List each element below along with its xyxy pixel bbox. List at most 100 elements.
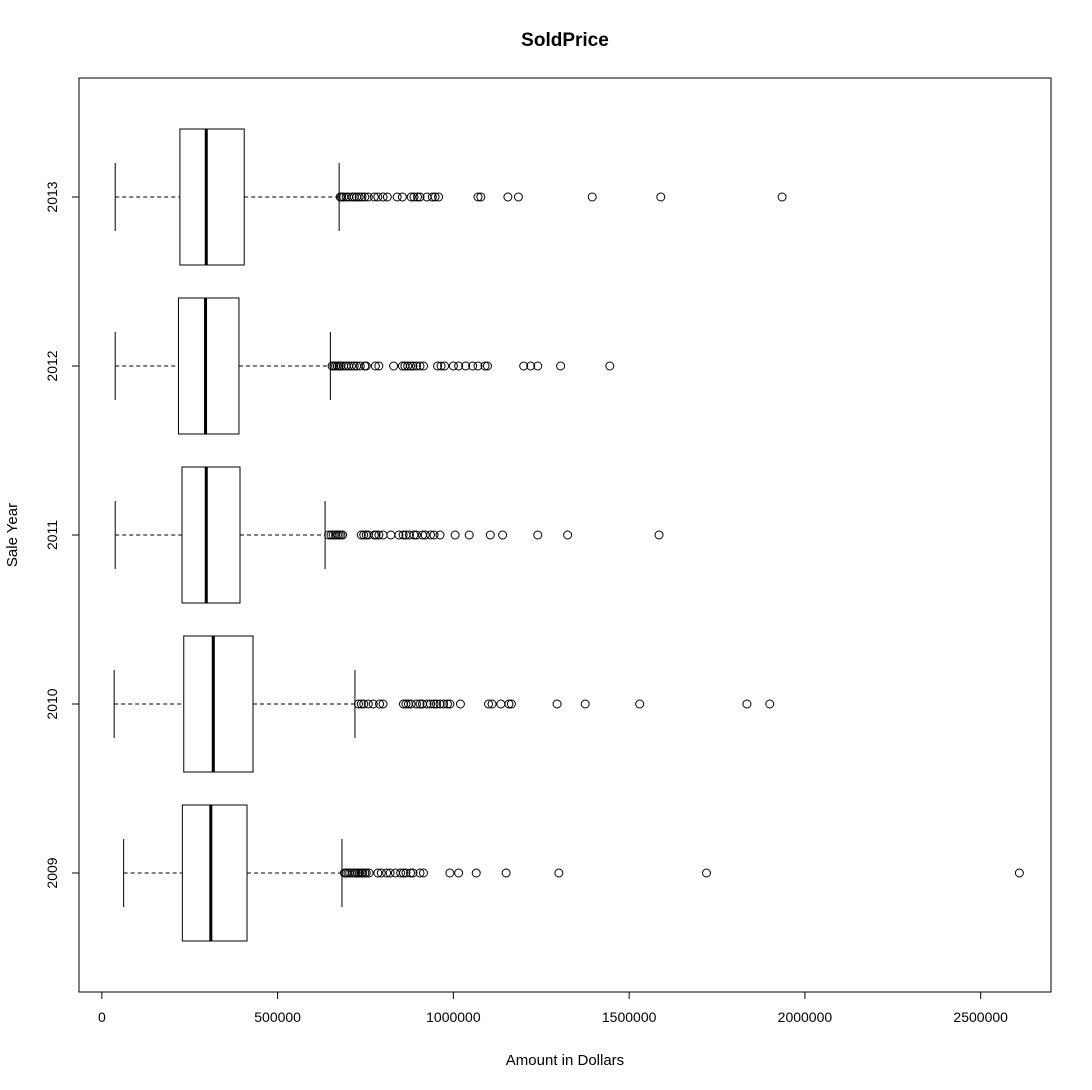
y-axis: 2009 2010 2011 2012 2013 [44, 181, 80, 889]
outlier-point [369, 192, 379, 202]
outlier-point [382, 868, 392, 878]
outlier-point [485, 530, 495, 540]
y-tick-label: 2009 [44, 857, 60, 888]
y-axis-label: Sale Year [4, 503, 21, 567]
box-iqr [179, 128, 245, 266]
outlier-point [413, 192, 423, 202]
outlier-point [1014, 868, 1024, 878]
box-2010 [113, 635, 775, 773]
y-tick-label: 2011 [44, 520, 60, 550]
outlier-point [419, 868, 429, 878]
outlier-point [356, 530, 366, 540]
outlier-point [406, 192, 416, 202]
outlier-point [376, 868, 386, 878]
outlier-point [409, 192, 419, 202]
outlier-point [445, 699, 455, 709]
outlier-point [420, 530, 430, 540]
x-tick-label: 2500000 [953, 1009, 1008, 1025]
outlier-point [487, 699, 497, 709]
outlier-point [635, 699, 645, 709]
outlier-point [506, 699, 516, 709]
outlier-point [556, 361, 566, 371]
outlier-point [482, 361, 492, 371]
outlier-point [504, 699, 514, 709]
outlier-point [563, 530, 573, 540]
outlier-point [552, 699, 562, 709]
outlier-point [385, 868, 395, 878]
outlier-point [349, 361, 359, 371]
outlier-point [398, 530, 408, 540]
outlier-point [435, 699, 445, 709]
outlier-point [439, 699, 449, 709]
outlier-point [356, 699, 366, 709]
outlier-point [401, 699, 411, 709]
outlier-point [442, 699, 452, 709]
outlier-point [415, 361, 425, 371]
outlier-point [338, 530, 348, 540]
y-tick-label: 2010 [44, 688, 60, 719]
x-tick-label: 1000000 [426, 1009, 481, 1025]
outlier-point [440, 361, 450, 371]
outlier-point [415, 192, 425, 202]
outlier-point [498, 530, 508, 540]
outlier-point [373, 868, 383, 878]
outlier-point [426, 699, 436, 709]
outlier-point [408, 361, 418, 371]
outlier-point [419, 361, 429, 371]
outlier-point [533, 361, 543, 371]
outlier-point [454, 868, 464, 878]
x-axis: 0 500000 1000000 1500000 2000000 2500000 [98, 991, 1008, 1025]
outlier-point [371, 530, 381, 540]
outlier-point [580, 699, 590, 709]
outlier-point [554, 868, 564, 878]
chart-title: SoldPrice [521, 30, 609, 51]
outlier-point [358, 868, 368, 878]
outlier-point [430, 192, 440, 202]
outlier-point [382, 192, 392, 202]
outlier-point [742, 699, 752, 709]
outlier-point [363, 699, 373, 709]
box-iqr [181, 466, 241, 604]
outlier-point [360, 192, 370, 202]
x-tick-label: 2000000 [778, 1009, 833, 1025]
y-tick-label: 2012 [44, 350, 60, 381]
outlier-point [389, 361, 399, 371]
outlier-point [359, 530, 369, 540]
outlier-point [429, 699, 439, 709]
outlier-point [351, 868, 361, 878]
outlier-point [476, 192, 486, 202]
outlier-point [765, 699, 775, 709]
outlier-point [378, 699, 388, 709]
outlier-point [392, 192, 402, 202]
boxes-layer [113, 128, 1024, 942]
outlier-point [411, 530, 421, 540]
outlier-point [429, 530, 439, 540]
box-iqr [183, 635, 254, 773]
outlier-point [533, 530, 543, 540]
outlier-point [427, 192, 437, 202]
outlier-point [347, 192, 357, 202]
box-iqr [177, 297, 240, 435]
outlier-point [777, 192, 787, 202]
outlier-point [435, 530, 445, 540]
outlier-point [355, 361, 365, 371]
outlier-point [526, 361, 536, 371]
outlier-point [432, 699, 442, 709]
outlier-point [461, 361, 471, 371]
outlier-point [408, 868, 418, 878]
outlier-point [374, 530, 384, 540]
outlier-point [484, 699, 494, 709]
outlier-point [405, 361, 415, 371]
outlier-point [654, 530, 664, 540]
box-2012 [114, 297, 615, 435]
outlier-point [503, 192, 513, 202]
outlier-point [361, 361, 371, 371]
outlier-point [396, 868, 406, 878]
outlier-point [364, 868, 374, 878]
outlier-point [587, 192, 597, 202]
outlier-point [656, 192, 666, 202]
outlier-point [374, 361, 384, 371]
outlier-point [398, 868, 408, 878]
outlier-point [368, 699, 378, 709]
